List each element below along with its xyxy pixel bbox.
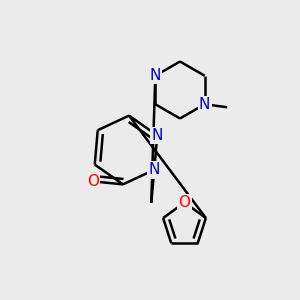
Text: N: N xyxy=(148,162,160,177)
Text: N: N xyxy=(150,68,161,83)
Text: O: O xyxy=(178,195,190,210)
Text: O: O xyxy=(87,174,99,189)
Text: N: N xyxy=(199,97,210,112)
Text: N: N xyxy=(152,128,163,143)
